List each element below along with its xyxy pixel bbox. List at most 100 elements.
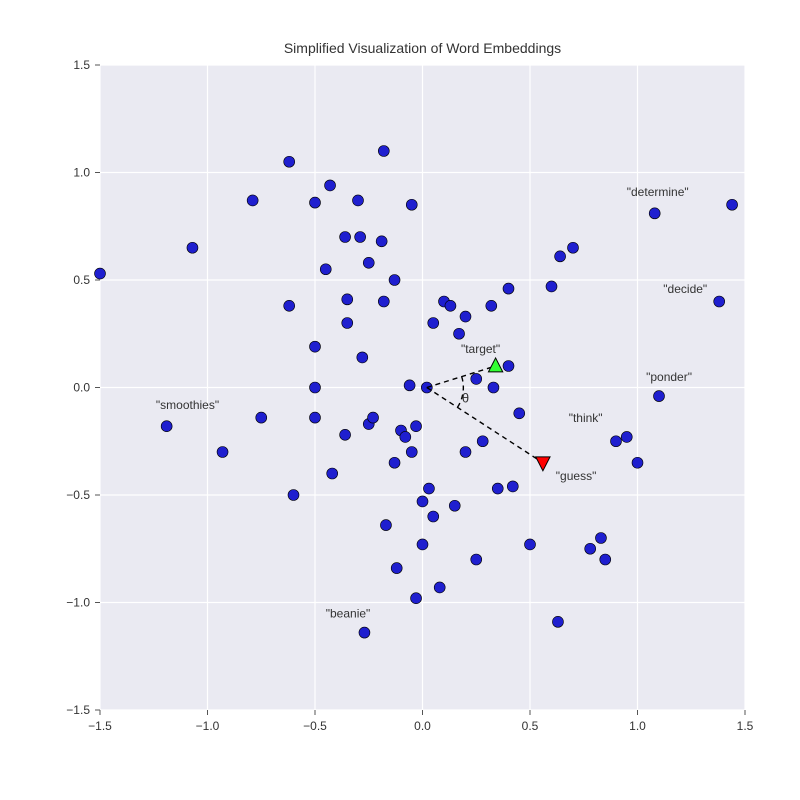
scatter-point bbox=[327, 468, 338, 479]
scatter-point bbox=[445, 300, 456, 311]
scatter-point bbox=[654, 391, 665, 402]
scatter-point bbox=[359, 627, 370, 638]
chart-title: Simplified Visualization of Word Embeddi… bbox=[284, 40, 561, 56]
scatter-point bbox=[378, 146, 389, 157]
scatter-point bbox=[411, 421, 422, 432]
scatter-point bbox=[411, 593, 422, 604]
y-tick-label: 1.5 bbox=[73, 58, 90, 72]
scatter-point bbox=[417, 496, 428, 507]
scatter-point bbox=[325, 180, 336, 191]
y-tick-label: −1.0 bbox=[66, 596, 90, 610]
scatter-point bbox=[611, 436, 622, 447]
scatter-point bbox=[546, 281, 557, 292]
scatter-point bbox=[363, 257, 374, 268]
scatter-point bbox=[378, 296, 389, 307]
scatter-point bbox=[727, 199, 738, 210]
scatter-point bbox=[507, 481, 518, 492]
y-tick-label: −1.5 bbox=[66, 703, 90, 717]
x-tick-label: −1.0 bbox=[196, 719, 220, 733]
scatter-point bbox=[714, 296, 725, 307]
scatter-point bbox=[284, 300, 295, 311]
y-tick-label: 0.0 bbox=[73, 381, 90, 395]
scatter-point bbox=[585, 543, 596, 554]
scatter-point bbox=[460, 447, 471, 458]
scatter-point bbox=[428, 511, 439, 522]
word-label: "smoothies" bbox=[156, 398, 219, 412]
scatter-point bbox=[600, 554, 611, 565]
word-label: "think" bbox=[569, 411, 603, 425]
word-label: "guess" bbox=[556, 469, 597, 483]
scatter-point bbox=[406, 447, 417, 458]
scatter-point bbox=[161, 421, 172, 432]
y-tick-label: 1.0 bbox=[73, 166, 90, 180]
scatter-point bbox=[471, 373, 482, 384]
scatter-point bbox=[355, 232, 366, 243]
scatter-point bbox=[247, 195, 258, 206]
theta-label: θ bbox=[462, 391, 469, 406]
scatter-point bbox=[632, 457, 643, 468]
scatter-point bbox=[310, 197, 321, 208]
scatter-point bbox=[492, 483, 503, 494]
scatter-point bbox=[417, 539, 428, 550]
scatter-point bbox=[256, 412, 267, 423]
scatter-point bbox=[595, 533, 606, 544]
scatter-point bbox=[514, 408, 525, 419]
scatter-point bbox=[503, 283, 514, 294]
x-tick-label: −0.5 bbox=[303, 719, 327, 733]
scatter-point bbox=[187, 242, 198, 253]
scatter-point bbox=[503, 361, 514, 372]
scatter-point bbox=[454, 328, 465, 339]
scatter-point bbox=[449, 500, 460, 511]
scatter-point bbox=[310, 382, 321, 393]
scatter-point bbox=[471, 554, 482, 565]
word-label: "determine" bbox=[627, 185, 689, 199]
scatter-point bbox=[555, 251, 566, 262]
y-tick-label: −0.5 bbox=[66, 488, 90, 502]
scatter-point bbox=[477, 436, 488, 447]
scatter-point bbox=[525, 539, 536, 550]
x-tick-label: 1.0 bbox=[629, 719, 646, 733]
scatter-point bbox=[320, 264, 331, 275]
x-tick-label: 0.5 bbox=[522, 719, 539, 733]
scatter-point bbox=[310, 341, 321, 352]
x-tick-label: −1.5 bbox=[88, 719, 112, 733]
scatter-point bbox=[380, 520, 391, 531]
word-label: "target" bbox=[461, 342, 500, 356]
scatter-point bbox=[376, 236, 387, 247]
scatter-point bbox=[621, 431, 632, 442]
scatter-point bbox=[404, 380, 415, 391]
scatter-point bbox=[353, 195, 364, 206]
x-tick-label: 0.0 bbox=[414, 719, 431, 733]
word-label: "decide" bbox=[663, 282, 707, 296]
scatter-point bbox=[488, 382, 499, 393]
scatter-point bbox=[288, 490, 299, 501]
scatter-point bbox=[389, 275, 400, 286]
scatter-point bbox=[310, 412, 321, 423]
scatter-point bbox=[486, 300, 497, 311]
scatter-point bbox=[434, 582, 445, 593]
scatter-point bbox=[460, 311, 471, 322]
scatter-point bbox=[95, 268, 106, 279]
scatter-point bbox=[552, 616, 563, 627]
scatter-point bbox=[423, 483, 434, 494]
embedding-scatter-chart: −1.5 −1.0 −0.5 0.0 0.5 1.0 1.5 −1.5 −1.0 −0.5 0.0 0… bbox=[0, 0, 800, 800]
scatter-point bbox=[342, 318, 353, 329]
word-label: "beanie" bbox=[326, 607, 371, 621]
word-label: "ponder" bbox=[646, 370, 692, 384]
scatter-point bbox=[357, 352, 368, 363]
scatter-point bbox=[340, 429, 351, 440]
scatter-point bbox=[428, 318, 439, 329]
x-tick-label: 1.5 bbox=[737, 719, 754, 733]
y-tick-label: 0.5 bbox=[73, 273, 90, 287]
scatter-point bbox=[389, 457, 400, 468]
scatter-point bbox=[217, 447, 228, 458]
scatter-point bbox=[342, 294, 353, 305]
scatter-point bbox=[568, 242, 579, 253]
scatter-point bbox=[649, 208, 660, 219]
scatter-point bbox=[340, 232, 351, 243]
scatter-point bbox=[284, 156, 295, 167]
scatter-point bbox=[391, 563, 402, 574]
scatter-point bbox=[368, 412, 379, 423]
scatter-point bbox=[400, 431, 411, 442]
scatter-point bbox=[406, 199, 417, 210]
